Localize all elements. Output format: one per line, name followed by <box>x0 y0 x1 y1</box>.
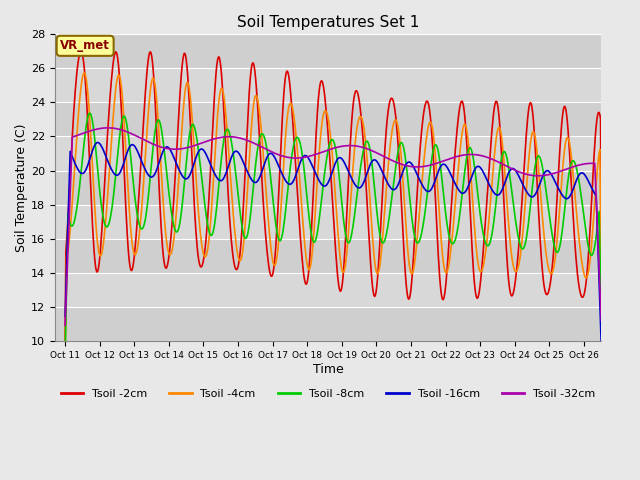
Bar <box>55 34 601 68</box>
Tsoil -2cm <box>61 339 69 345</box>
Tsoil -8cm <box>311 239 319 245</box>
Bar <box>55 170 601 204</box>
Tsoil -2cm <box>597 249 605 254</box>
Y-axis label: Soil Temperature (C): Soil Temperature (C) <box>15 123 28 252</box>
Bar <box>55 239 601 273</box>
Tsoil -8cm <box>447 238 454 244</box>
Tsoil -2cm <box>291 147 298 153</box>
Bar <box>55 102 601 136</box>
Tsoil -4cm <box>80 70 88 76</box>
Text: VR_met: VR_met <box>60 39 110 52</box>
Bar <box>55 307 601 341</box>
Tsoil -4cm <box>63 251 71 257</box>
Tsoil -16cm <box>311 169 319 175</box>
Tsoil -2cm <box>447 217 454 223</box>
Tsoil -4cm <box>61 357 69 362</box>
Line: Tsoil -8cm: Tsoil -8cm <box>65 113 601 358</box>
Tsoil -4cm <box>447 250 454 256</box>
Tsoil -8cm <box>460 180 467 186</box>
Tsoil -8cm <box>597 315 605 321</box>
Legend: Tsoil -2cm, Tsoil -4cm, Tsoil -8cm, Tsoil -16cm, Tsoil -32cm: Tsoil -2cm, Tsoil -4cm, Tsoil -8cm, Tsoi… <box>56 384 600 403</box>
Tsoil -2cm <box>137 160 145 166</box>
Tsoil -8cm <box>137 226 145 231</box>
Tsoil -2cm <box>460 103 467 108</box>
Tsoil -16cm <box>447 171 454 177</box>
Title: Soil Temperatures Set 1: Soil Temperatures Set 1 <box>237 15 419 30</box>
Tsoil -32cm <box>460 152 467 158</box>
Tsoil -16cm <box>137 156 145 162</box>
Line: Tsoil -32cm: Tsoil -32cm <box>65 128 601 325</box>
Tsoil -16cm <box>291 176 298 181</box>
Tsoil -16cm <box>61 313 69 319</box>
Tsoil -4cm <box>597 289 605 295</box>
Tsoil -32cm <box>447 156 454 161</box>
Tsoil -2cm <box>63 228 71 234</box>
Tsoil -4cm <box>291 119 298 125</box>
Tsoil -32cm <box>104 125 111 131</box>
Line: Tsoil -16cm: Tsoil -16cm <box>65 143 601 346</box>
Tsoil -8cm <box>63 246 71 252</box>
Tsoil -2cm <box>311 157 319 163</box>
Tsoil -8cm <box>86 110 93 116</box>
Tsoil -32cm <box>597 317 605 323</box>
Tsoil -4cm <box>137 215 145 221</box>
Tsoil -32cm <box>137 135 145 141</box>
X-axis label: Time: Time <box>312 363 344 376</box>
Tsoil -32cm <box>311 152 319 157</box>
Line: Tsoil -4cm: Tsoil -4cm <box>65 73 601 360</box>
Tsoil -4cm <box>311 216 319 222</box>
Tsoil -32cm <box>63 266 71 272</box>
Tsoil -2cm <box>77 49 85 55</box>
Tsoil -16cm <box>460 191 467 196</box>
Tsoil -16cm <box>63 242 71 248</box>
Tsoil -32cm <box>291 155 298 161</box>
Tsoil -4cm <box>460 123 467 129</box>
Tsoil -16cm <box>93 140 101 145</box>
Tsoil -8cm <box>61 355 69 361</box>
Tsoil -16cm <box>597 343 605 348</box>
Tsoil -32cm <box>61 322 69 328</box>
Tsoil -8cm <box>291 139 298 144</box>
Line: Tsoil -2cm: Tsoil -2cm <box>65 52 601 342</box>
